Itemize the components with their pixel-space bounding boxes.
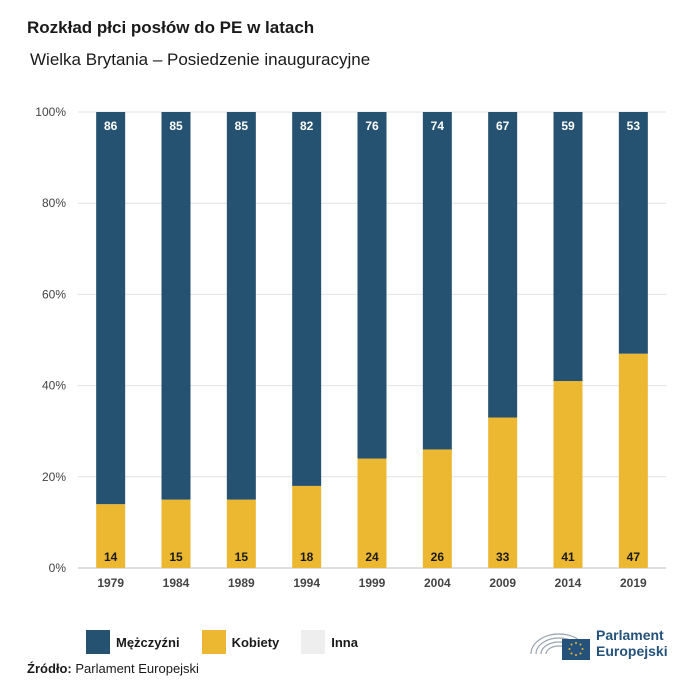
x-tick-label: 1989: [228, 576, 255, 590]
european-parliament-logo: Parlament Europejski: [528, 624, 668, 662]
legend-swatch-other: [301, 630, 326, 654]
data-label-women: 18: [300, 550, 314, 564]
data-label-women: 41: [561, 550, 575, 564]
logo-line-2: Europejski: [596, 643, 668, 659]
bar-women: [96, 504, 126, 568]
data-label-women: 24: [365, 550, 379, 564]
chart-title: Rozkład płci posłów do PE w latach: [27, 18, 315, 37]
y-tick-label: 40%: [42, 379, 66, 393]
bar-women: [292, 485, 322, 568]
parliament-hemicycle-icon: [530, 633, 590, 660]
data-label-women: 47: [627, 550, 641, 564]
x-tick-label: 1999: [359, 576, 386, 590]
data-label-men: 76: [365, 119, 379, 133]
bar-men: [488, 112, 518, 418]
source-label: Źródło:: [27, 661, 72, 676]
data-label-men: 85: [169, 119, 183, 133]
x-tick-label: 1994: [293, 576, 320, 590]
legend-item-men: Mężczyźni: [86, 630, 180, 654]
y-tick-label: 60%: [42, 287, 66, 301]
x-axis-ticks: 1979 1984 1989 1994 1999 2004 2009 2014 2019: [97, 576, 647, 590]
data-label-men: 67: [496, 119, 510, 133]
chart-subtitle: Wielka Brytania – Posiedzenie inauguracy…: [30, 50, 371, 69]
y-tick-label: 100%: [35, 105, 66, 119]
bar-women: [553, 381, 583, 568]
bar-women: [357, 458, 387, 568]
data-label-women: 14: [104, 550, 118, 564]
y-tick-label: 0%: [49, 561, 67, 575]
data-label-women: 33: [496, 550, 510, 564]
x-tick-label: 2014: [555, 576, 582, 590]
bar-men: [161, 112, 191, 500]
legend-label-other: Inna: [331, 634, 358, 650]
source-note: Źródło: Parlament Europejski: [27, 661, 199, 676]
data-label-men: 85: [235, 119, 249, 133]
logo-text: Parlament Europejski: [596, 627, 668, 659]
x-tick-label: 1984: [163, 576, 190, 590]
data-label-women: 15: [235, 550, 249, 564]
data-label-women: 26: [431, 550, 445, 564]
y-tick-label: 80%: [42, 196, 66, 210]
logo-line-1: Parlament: [596, 627, 664, 643]
bars: [96, 112, 648, 568]
bar-men: [422, 112, 452, 450]
legend-item-women: Kobiety: [201, 630, 280, 654]
legend-swatch-women: [201, 630, 226, 654]
x-tick-label: 2019: [620, 576, 647, 590]
data-label-women: 15: [169, 550, 183, 564]
legend: Mężczyźni Kobiety Inna: [86, 630, 380, 654]
data-label-men: 86: [104, 119, 118, 133]
bar-men: [553, 112, 583, 382]
bar-men: [357, 112, 387, 459]
x-tick-label: 1979: [97, 576, 124, 590]
data-label-men: 82: [300, 119, 314, 133]
eu-flag-icon: [562, 639, 590, 660]
bar-women: [488, 417, 518, 568]
bar-men: [226, 112, 256, 500]
bar-men: [292, 112, 322, 486]
bar-women: [618, 353, 648, 568]
x-tick-label: 2004: [424, 576, 451, 590]
legend-label-men: Mężczyźni: [116, 634, 180, 650]
legend-swatch-men: [86, 630, 110, 654]
data-labels: 86 14 85 15 85 15 82 18 76 24 74 26 67 33 59 41 53 47: [104, 119, 640, 564]
y-tick-label: 20%: [42, 470, 66, 484]
bar-women: [226, 499, 256, 568]
x-tick-label: 2009: [489, 576, 516, 590]
legend-label-women: Kobiety: [231, 634, 280, 650]
data-label-men: 74: [431, 119, 445, 133]
data-label-men: 59: [561, 119, 575, 133]
bar-women: [422, 449, 452, 568]
stacked-bar-chart: 0% 20% 40% 60% 80% 100% 86 14 85 15 85 15 82 18 76 24 7…: [35, 105, 666, 590]
source-text: Parlament Europejski: [75, 661, 199, 676]
bar-men: [618, 112, 648, 354]
bar-men: [96, 112, 126, 505]
y-axis-ticks: 0% 20% 40% 60% 80% 100%: [35, 105, 66, 575]
legend-item-other: Inna: [301, 630, 358, 654]
data-label-men: 53: [627, 119, 641, 133]
bar-women: [161, 499, 191, 568]
